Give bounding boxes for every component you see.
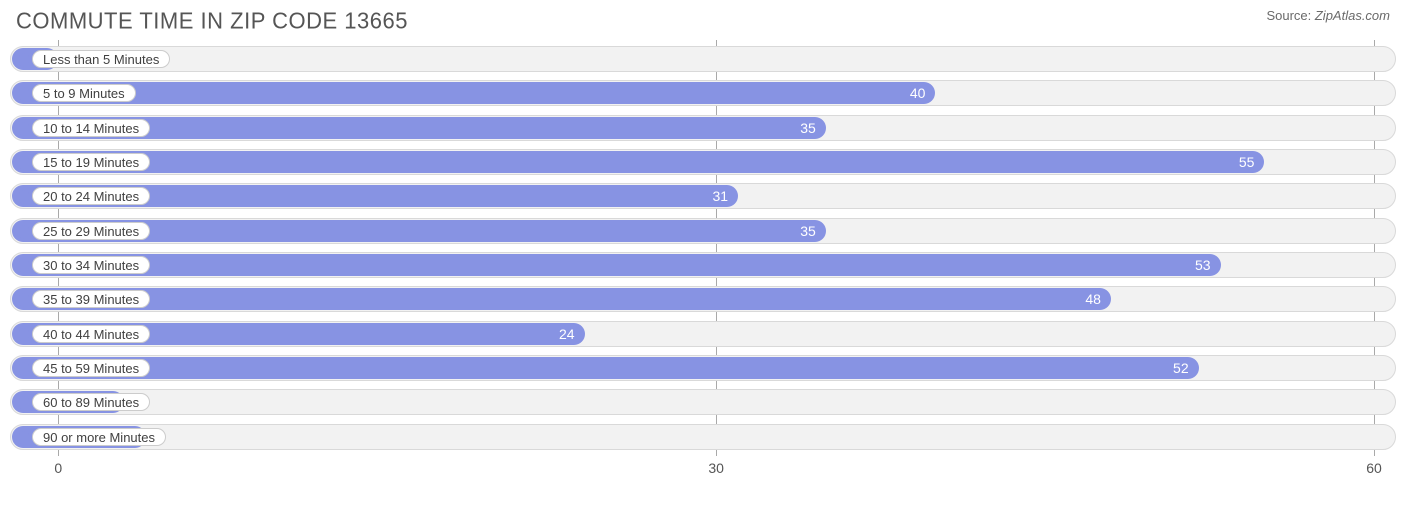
bar-row: 490 or more Minutes <box>10 424 1396 450</box>
bars-group: 0Less than 5 Minutes 40 5 to 9 Minutes 35 10… <box>10 40 1396 456</box>
bar-row: 40 5 to 9 Minutes <box>10 80 1396 106</box>
bar-row: 360 to 89 Minutes <box>10 389 1396 415</box>
bar-value: 24 <box>559 323 575 345</box>
bar-value: 48 <box>1085 288 1101 310</box>
source-site: ZipAtlas.com <box>1315 8 1390 23</box>
bar-category-label: 15 to 19 Minutes <box>32 153 150 171</box>
bar-row: 48 35 to 39 Minutes <box>10 286 1396 312</box>
chart-title: COMMUTE TIME IN ZIP CODE 13665 <box>16 7 408 34</box>
bar-category-label: 60 to 89 Minutes <box>32 393 150 411</box>
bar-category-label: 90 or more Minutes <box>32 428 166 446</box>
x-axis: 0 30 60 <box>10 458 1396 480</box>
bar-row: 35 25 to 29 Minutes <box>10 218 1396 244</box>
bar-fill: 52 <box>12 357 1199 379</box>
bar-value: 31 <box>713 185 729 207</box>
bar-value: 52 <box>1173 357 1189 379</box>
bar-fill: 40 <box>12 82 935 104</box>
bar-row: 31 20 to 24 Minutes <box>10 183 1396 209</box>
x-tick-label: 60 <box>1366 460 1382 476</box>
bar-row: 52 45 to 59 Minutes <box>10 355 1396 381</box>
bar-row: 35 10 to 14 Minutes <box>10 115 1396 141</box>
bar-value: 53 <box>1195 254 1211 276</box>
bar-category-label: 35 to 39 Minutes <box>32 290 150 308</box>
bar-row: 0Less than 5 Minutes <box>10 46 1396 72</box>
bar-row: 24 40 to 44 Minutes <box>10 321 1396 347</box>
x-tick-label: 0 <box>54 460 62 476</box>
bar-fill: 53 <box>12 254 1221 276</box>
bar-value: 55 <box>1239 151 1255 173</box>
bar-category-label: 45 to 59 Minutes <box>32 359 150 377</box>
bar-fill: 55 <box>12 151 1264 173</box>
bar-row: 55 15 to 19 Minutes <box>10 149 1396 175</box>
bar-value: 35 <box>800 220 816 242</box>
bar-row: 53 30 to 34 Minutes <box>10 252 1396 278</box>
bar-value: 35 <box>800 117 816 139</box>
bar-category-label: 40 to 44 Minutes <box>32 325 150 343</box>
plot-area: 0Less than 5 Minutes405 to 9 Minutes3510… <box>10 40 1396 480</box>
chart-header: COMMUTE TIME IN ZIP CODE 13665 Source: Z… <box>10 8 1396 40</box>
chart-container: COMMUTE TIME IN ZIP CODE 13665 Source: Z… <box>0 0 1406 523</box>
bar-track <box>10 389 1396 415</box>
source-prefix: Source: <box>1266 8 1314 23</box>
bar-track <box>10 424 1396 450</box>
bar-category-label: 30 to 34 Minutes <box>32 256 150 274</box>
bar-category-label: Less than 5 Minutes <box>32 50 170 68</box>
bar-value: 40 <box>910 82 926 104</box>
bar-category-label: 25 to 29 Minutes <box>32 222 150 240</box>
bar-track <box>10 46 1396 72</box>
bar-category-label: 10 to 14 Minutes <box>32 119 150 137</box>
x-tick-label: 30 <box>708 460 724 476</box>
bar-fill: 48 <box>12 288 1111 310</box>
bar-category-label: 20 to 24 Minutes <box>32 187 150 205</box>
chart-source: Source: ZipAtlas.com <box>1266 8 1390 23</box>
bar-category-label: 5 to 9 Minutes <box>32 84 136 102</box>
